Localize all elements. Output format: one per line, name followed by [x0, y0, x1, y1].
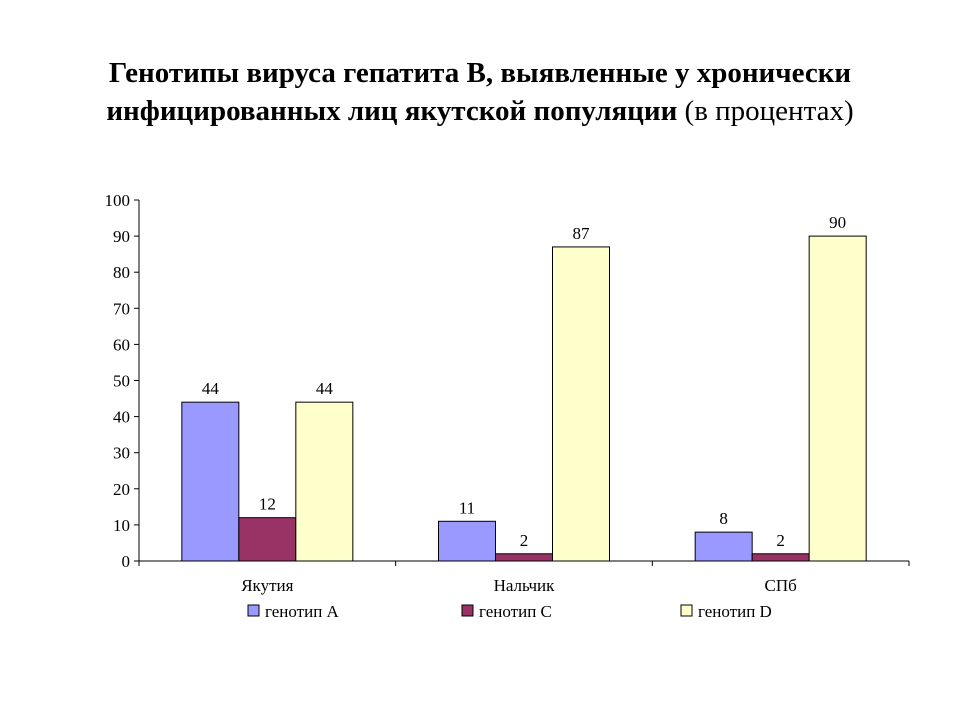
y-tick-label: 50	[113, 372, 130, 391]
data-label: 44	[316, 379, 334, 398]
data-label: 8	[719, 509, 728, 528]
data-label: 90	[829, 213, 846, 232]
legend-label: генотип А	[265, 602, 340, 621]
bar	[808, 235, 867, 562]
bar	[495, 553, 553, 562]
x-category-label: Нальчик	[494, 576, 556, 595]
y-tick-label: 90	[113, 227, 130, 246]
y-tick-label: 40	[113, 408, 130, 427]
chart-title-line-2: инфицированных лиц якутской популяции (в…	[0, 92, 960, 130]
bar	[751, 553, 810, 562]
legend-swatch	[461, 604, 474, 617]
chart-title-line-2-unit: (в процентах)	[677, 95, 854, 127]
chart-title: Генотипы вируса гепатита В, выявленные у…	[0, 54, 960, 130]
bar	[552, 246, 610, 562]
chart-title-line-1: Генотипы вируса гепатита В, выявленные у…	[108, 57, 852, 89]
legend-swatch	[247, 604, 260, 617]
y-tick-label: 100	[105, 191, 131, 210]
y-tick-label: 70	[113, 299, 130, 318]
bar	[238, 517, 297, 562]
x-category-label: Якутия	[241, 576, 293, 595]
bar	[694, 531, 753, 562]
bar	[295, 401, 354, 562]
y-tick-label: 10	[113, 516, 130, 535]
y-tick-label: 80	[113, 263, 130, 282]
data-label: 11	[459, 498, 475, 517]
data-label: 44	[202, 379, 220, 398]
data-label: 2	[776, 531, 785, 550]
y-tick-label: 60	[113, 335, 130, 354]
x-category-label: СПб	[765, 576, 797, 595]
legend-swatch	[680, 604, 693, 617]
data-label: 2	[520, 531, 529, 550]
bar	[438, 520, 496, 562]
legend-label: генотип С	[479, 602, 552, 621]
y-tick-label: 20	[113, 480, 130, 499]
y-tick-label: 30	[113, 444, 130, 463]
chart-title-line-2-bold: инфицированных лиц якутской популяции	[106, 95, 678, 127]
data-label: 87	[573, 224, 591, 243]
bar	[181, 401, 240, 562]
legend-label: генотип D	[698, 602, 772, 621]
data-label: 12	[259, 495, 276, 514]
y-tick-label: 0	[122, 552, 131, 571]
